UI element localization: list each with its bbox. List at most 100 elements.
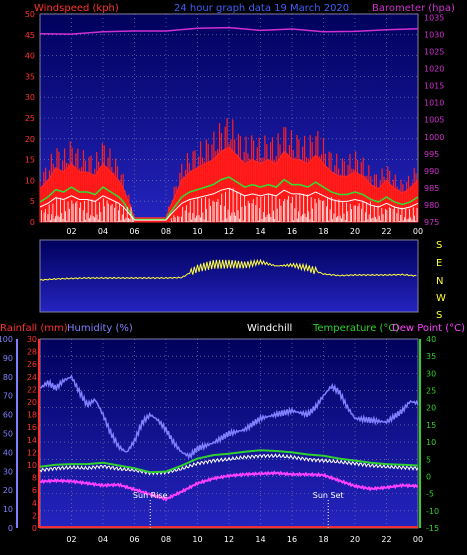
- humidity-tick-label: 20: [3, 486, 13, 495]
- humidity-tick-label: 0: [8, 524, 13, 533]
- wind-lull-series: [39, 187, 419, 221]
- temperature-tick-label: -5: [426, 490, 434, 499]
- humidity-tick-label: 50: [3, 430, 13, 439]
- rainfall-axis-title: Rainfall (mm): [0, 323, 68, 334]
- sunset-label: Sun Set: [313, 491, 344, 500]
- barometer-tick-label: 1025: [424, 48, 444, 57]
- humidity-tick-label: 80: [3, 373, 13, 382]
- wind-x-tick-label: 12: [224, 227, 234, 236]
- temp-x-tick-label: 08: [161, 535, 171, 544]
- temperature-axis-title: Temperature (°C): [312, 323, 399, 334]
- barometer-tick-label: 990: [424, 167, 439, 176]
- wind-x-tick-label: 18: [318, 227, 328, 236]
- temperature-tick-label: 0: [426, 472, 431, 481]
- humidity-tick-label: 60: [3, 411, 13, 420]
- humidity-tick-label: 30: [3, 467, 13, 476]
- temperature-tick-label: 35: [426, 352, 436, 361]
- humidity-tick-label: 90: [3, 354, 13, 363]
- temperature-tick-label: 5: [426, 455, 431, 464]
- rain-tick-label: 8: [32, 474, 37, 483]
- barometer-tick-label: 1005: [424, 116, 444, 125]
- temp-x-tick-label: 00: [413, 535, 423, 544]
- temp-x-tick-label: 20: [350, 535, 360, 544]
- rain-tick-label: 2: [32, 511, 37, 520]
- rain-tick-label: 0: [32, 524, 37, 533]
- rain-tick-label: 4: [32, 499, 37, 508]
- windspeed-axis-title: Windspeed (kph): [34, 3, 119, 14]
- direction-label-w: W: [436, 293, 446, 304]
- barometer-tick-label: 980: [424, 201, 439, 210]
- rain-tick-label: 14: [27, 436, 37, 445]
- temp-x-tick-label: 06: [129, 535, 139, 544]
- temp-x-tick-label: 12: [224, 535, 234, 544]
- dewpoint-axis-title: Dew Point (°C): [392, 323, 465, 334]
- rain-tick-label: 26: [27, 360, 37, 369]
- temp-x-tick-label: 02: [66, 535, 76, 544]
- wind-grid: [40, 13, 419, 223]
- windspeed-tick-label: 45: [25, 31, 35, 40]
- direction-label-s-bottom: S: [436, 310, 442, 321]
- temperature-tick-label: 20: [426, 404, 436, 413]
- direction-label-e: E: [436, 258, 442, 269]
- temp-x-tick-label: 16: [287, 535, 297, 544]
- humidity-tick-label: 40: [3, 448, 13, 457]
- direction-labels: S E N W S: [436, 240, 446, 321]
- windspeed-tick-label: 0: [30, 218, 35, 227]
- windspeed-tick-label: 10: [25, 176, 35, 185]
- wind-x-tick-label: 06: [129, 227, 139, 236]
- barometer-tick-label: 1035: [424, 13, 444, 22]
- temp-x-tick-label: 22: [381, 535, 391, 544]
- windspeed-tick-label: 25: [25, 114, 35, 123]
- wind-x-tick-label: 04: [98, 227, 108, 236]
- rain-tick-label: 30: [27, 335, 37, 344]
- windspeed-tick-label: 20: [25, 135, 35, 144]
- windspeed-tick-label: 5: [30, 197, 35, 206]
- temperature-tick-label: 15: [426, 421, 436, 430]
- wind-x-tick-label: 22: [381, 227, 391, 236]
- rain-tick-label: 16: [27, 423, 37, 432]
- barometer-tick-label: 1000: [424, 133, 444, 142]
- rain-tick-label: 18: [27, 411, 37, 420]
- temp-x-tick-label: 04: [98, 535, 108, 544]
- wind-series: [39, 26, 419, 223]
- rain-tick-label: 20: [27, 398, 37, 407]
- barometer-tick-label: 1030: [424, 30, 444, 39]
- barometer-tick-label: 995: [424, 150, 439, 159]
- barometer-tick-label: 1015: [424, 82, 444, 91]
- rain-tick-label: 28: [27, 348, 37, 357]
- temperature-tick-label: -15: [426, 524, 439, 533]
- wind-x-tick-label: 02: [66, 227, 76, 236]
- wind-x-tick-label: 08: [161, 227, 171, 236]
- barometer-series-line: [39, 26, 419, 35]
- temperature-tick-label: 25: [426, 387, 436, 396]
- windchill-axis-title: Windchill: [247, 323, 292, 334]
- wind-x-tick-label: 10: [192, 227, 202, 236]
- temperature-series-line: [39, 449, 419, 474]
- rain-tick-label: 6: [32, 486, 37, 495]
- temperature-tick-label: 40: [426, 335, 436, 344]
- temp-x-tick-label: 14: [255, 535, 265, 544]
- windchill-series-line: [39, 453, 419, 476]
- temp-x-tick-label: 10: [192, 535, 202, 544]
- dewpoint-series-line: [39, 470, 419, 502]
- wind-x-tick-label: 20: [350, 227, 360, 236]
- direction-label-n: N: [436, 276, 443, 287]
- temperature-tick-label: 30: [426, 369, 436, 378]
- temperature-axis-ticks: 02 04 06 08 10 12 14 16 18 20 22 000102030405060708…: [0, 335, 439, 544]
- humidity-axis-title: Humidity (%): [67, 323, 133, 334]
- barometer-tick-label: 975: [424, 218, 439, 227]
- barometer-tick-label: 985: [424, 184, 439, 193]
- humidity-tick-label: 100: [0, 335, 13, 344]
- wind-direction-series-line: [39, 258, 417, 281]
- sunrise-label: Sun Rise: [133, 491, 168, 500]
- direction-label-s-top: S: [436, 240, 442, 251]
- rain-tick-label: 22: [27, 385, 37, 394]
- wind-axis-ticks: 02 04 06 08 10 12 14 16 18 20 22 000510152025303540…: [25, 10, 445, 236]
- humidity-tick-label: 70: [3, 392, 13, 401]
- wind-x-tick-label: 14: [255, 227, 265, 236]
- chart-title: 24 hour graph data 19 March 2020: [174, 3, 349, 14]
- barometer-tick-label: 1010: [424, 99, 444, 108]
- windspeed-tick-label: 35: [25, 72, 35, 81]
- temperature-grid: [16, 338, 421, 529]
- humidity-tick-label: 10: [3, 505, 13, 514]
